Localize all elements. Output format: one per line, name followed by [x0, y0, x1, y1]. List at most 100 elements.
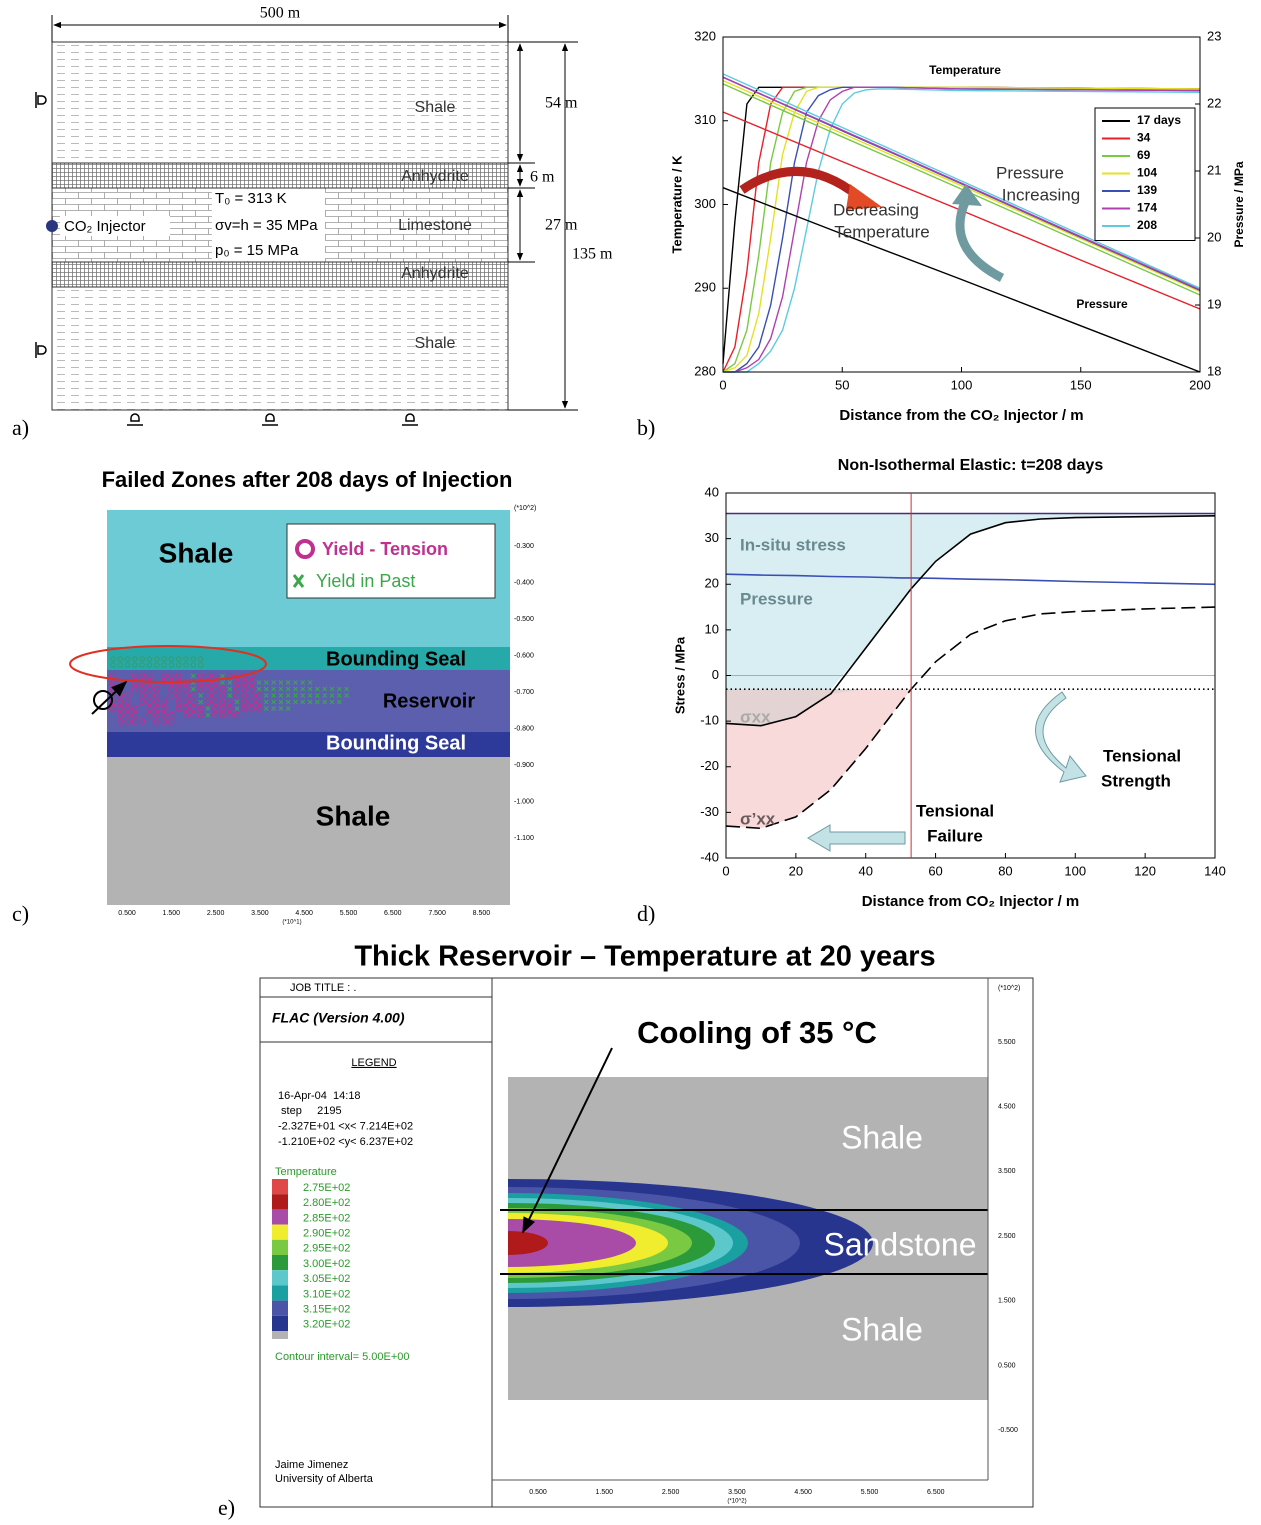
past-marker — [190, 673, 196, 679]
plume — [508, 1179, 873, 1307]
legend-box — [286, 523, 496, 599]
annotation-arrow — [522, 1047, 613, 1234]
yield-marker — [124, 711, 131, 719]
yield-marker — [160, 705, 168, 712]
x-tick-label: 0 — [722, 863, 729, 878]
past-marker — [315, 686, 320, 692]
arrow — [1035, 691, 1087, 783]
panel-label: e) — [218, 1495, 235, 1520]
past-marker — [322, 693, 328, 698]
past-marker — [227, 686, 233, 692]
panel-label: d) — [637, 901, 655, 926]
x-tick-label: 2.500 — [207, 910, 225, 917]
dimension-label: 6 m — [530, 169, 555, 186]
past-marker — [300, 686, 306, 692]
x-tick-label: 80 — [998, 863, 1012, 878]
x-tick-label: 20 — [789, 863, 803, 878]
info: step 2195 — [278, 1105, 342, 1117]
y-tick-label: 2.500 — [998, 1233, 1016, 1240]
yield-marker — [248, 679, 255, 686]
yield-marker — [197, 705, 204, 712]
yield-marker — [175, 705, 182, 712]
injector — [93, 690, 113, 710]
series-label: σ’xx — [740, 809, 776, 828]
layer — [51, 286, 509, 411]
y2-tick-label: 23 — [1207, 28, 1221, 43]
yield-marker — [175, 685, 182, 693]
yield-marker — [182, 692, 190, 699]
roller — [35, 92, 47, 108]
yield-marker — [131, 672, 139, 680]
arrow — [739, 167, 861, 200]
yield-marker — [248, 705, 255, 712]
series-line — [722, 73, 1201, 289]
layer — [107, 732, 510, 757]
yield-marker — [131, 711, 139, 719]
chart-title: Non-Isothermal Elastic: t=208 days — [838, 457, 1104, 474]
plot-frame — [725, 492, 1216, 859]
yield-marker — [197, 679, 204, 686]
past-marker — [183, 656, 189, 662]
yield-marker — [160, 718, 168, 725]
layer-label: Shale — [415, 335, 456, 352]
axis-scale: (*10^2) — [998, 985, 1020, 992]
y-tick-label: -0.600 — [514, 652, 534, 659]
contour-label: 3.15E+02 — [303, 1304, 350, 1316]
yield-marker — [117, 705, 124, 712]
swatch — [272, 1331, 288, 1339]
past-marker — [293, 686, 298, 692]
past-marker — [146, 656, 153, 662]
past-marker — [227, 680, 233, 685]
legend-label: 69 — [1137, 148, 1151, 162]
roller — [35, 342, 47, 358]
yield-marker — [175, 692, 182, 699]
layer-label: Shale — [415, 99, 456, 116]
yield-marker — [131, 718, 139, 725]
yield-marker — [211, 698, 219, 706]
yield-marker — [190, 692, 197, 699]
past-marker — [271, 693, 276, 698]
series-line — [725, 606, 1216, 830]
author: University of Alberta — [275, 1473, 374, 1485]
panel-label: c) — [12, 901, 29, 926]
yield-marker — [109, 698, 117, 706]
x-tick-label: 100 — [1064, 863, 1086, 878]
x-tick-label: 4.500 — [295, 910, 313, 917]
past-marker — [307, 693, 313, 698]
y2-tick-label: 18 — [1207, 363, 1221, 378]
legend-label: Yield - Tension — [322, 539, 448, 559]
past-marker — [271, 706, 276, 711]
panel-label: b) — [637, 415, 655, 440]
yield-marker — [197, 685, 204, 693]
legend-label: Yield in Past — [316, 571, 415, 591]
yield-marker — [190, 705, 197, 712]
series-label: In-situ stress — [740, 535, 846, 554]
past-marker — [285, 693, 291, 698]
x-axis-label: Distance from CO₂ Injector / m — [862, 893, 1080, 910]
yield-marker — [168, 685, 175, 693]
past-marker — [256, 686, 262, 692]
yield-marker — [233, 711, 241, 719]
yield-marker — [146, 672, 153, 680]
yield-marker — [241, 679, 248, 686]
past-marker — [278, 699, 284, 705]
yield-marker — [255, 705, 263, 712]
x-axis-label: Distance from the CO₂ Injector / m — [839, 407, 1083, 424]
x-tick-label: 1.500 — [163, 910, 181, 917]
y-tick-label: 10 — [705, 621, 719, 636]
job-title: JOB TITLE : . — [290, 982, 356, 994]
x-tick-label: 40 — [858, 863, 872, 878]
y-tick-label: 280 — [694, 363, 716, 378]
past-marker — [190, 656, 197, 662]
past-marker — [278, 693, 284, 698]
contour-label: 3.05E+02 — [303, 1273, 350, 1285]
x-tick-label: 4.500 — [794, 1489, 812, 1496]
past-marker — [198, 693, 203, 698]
yield-marker — [153, 711, 160, 719]
legend-heading: LEGEND — [351, 1057, 396, 1069]
series-line — [723, 88, 1201, 373]
x-tick-label: 60 — [928, 863, 942, 878]
series-line — [722, 187, 1201, 373]
yield-marker — [160, 672, 168, 680]
past-marker — [161, 662, 167, 668]
